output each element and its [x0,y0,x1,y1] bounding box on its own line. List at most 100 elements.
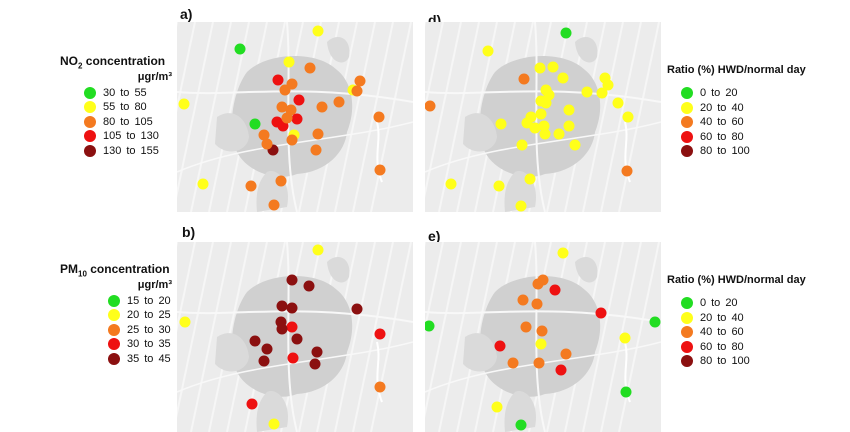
station-marker [622,111,634,123]
legend-swatch [681,355,693,368]
station-marker [495,118,507,130]
station-marker [602,79,614,91]
legend-from: 20 [700,311,713,324]
station-marker [354,75,366,87]
station-marker [293,94,305,106]
station-marker [258,129,270,141]
station-marker [524,173,536,185]
legend-swatch [108,323,120,336]
station-marker [275,175,287,187]
legend-swatch [108,338,120,351]
station-marker [547,61,559,73]
station-marker [620,386,632,398]
station-marker [351,85,363,97]
legend-swatch [84,115,96,128]
legend-swatch [84,86,96,99]
station-marker [538,120,550,132]
legend-from: 35 [127,352,140,365]
legend-item: 80 to 100 [681,144,806,159]
legend-ratio-d-title: Ratio (%) HWD/normal day [667,64,806,76]
legend-from: 80 [700,355,713,368]
station-marker [531,298,543,310]
station-marker [517,294,529,306]
station-marker [518,73,530,85]
station-marker [425,320,435,332]
urban-area [463,113,497,152]
urban-area [215,333,249,372]
legend-separator: to [717,101,727,114]
legend-to: 105 [134,115,153,128]
legend-to: 20 [725,87,738,100]
legend-from: 0 [700,297,707,310]
station-marker [507,357,519,369]
legend-ratio-e: Ratio (%) HWD/normal day 0 to 20 20 to 40 40 to… [667,274,806,369]
station-marker [569,139,581,151]
station-marker [261,138,273,150]
legend-swatch [681,297,693,310]
station-marker [245,180,257,192]
legend-item: 30 to 35 [108,337,172,352]
legend-to: 100 [731,145,750,158]
legend-swatch [681,340,693,353]
station-marker [521,117,533,129]
urban-area [215,113,249,152]
road [425,310,661,323]
legend-item: 80 to 100 [681,354,806,369]
legend-item: 40 to 60 [681,325,806,340]
legend-pm10: PM10 concentration μgr/m³ 15 to 20 20 to 25 25… [60,262,172,366]
station-marker [515,200,527,212]
legend-to: 55 [134,86,147,99]
station-marker [549,284,561,296]
legend-swatch [108,294,120,307]
station-marker [595,307,607,319]
road [177,310,413,323]
legend-no2-units: μgr/m³ [137,71,172,84]
legend-pm10-title: PM10 concentration [60,262,170,279]
legend-swatch [681,145,693,158]
legend-item: 20 to 40 [681,101,806,116]
legend-item: 105 to 130 [84,129,172,144]
station-marker [283,56,295,68]
station-marker [276,323,288,335]
station-marker [276,300,288,312]
urban-area [575,257,598,283]
road [286,242,298,432]
station-marker [291,113,303,125]
legend-ratio-e-title: Ratio (%) HWD/normal day [667,274,806,286]
station-marker [310,144,322,156]
station-marker [373,111,385,123]
legend-no2: NO2 concentration μgr/m³ 30 to 55 55 to 80 80 t… [60,54,172,158]
legend-item: 80 to 105 [84,114,172,129]
station-marker [268,199,280,211]
urban-area [504,391,536,432]
station-marker [557,247,569,259]
legend-from: 30 [127,338,140,351]
legend-separator: to [120,101,130,114]
urban-area [327,37,350,63]
legend-no2-title: NO2 concentration [60,54,166,71]
legend-separator: to [717,145,727,158]
legend-to: 60 [731,116,744,129]
station-marker [537,274,549,286]
station-marker [515,419,527,431]
legend-from: 20 [700,101,713,114]
legend-swatch [84,101,96,114]
station-marker [543,89,555,101]
station-marker [557,72,569,84]
urban-area [327,257,350,283]
station-marker [312,244,324,256]
station-marker [560,348,572,360]
legend-from: 25 [127,323,140,336]
legend-separator: to [717,355,727,368]
road [425,121,661,173]
legend-from: 105 [103,130,122,143]
station-marker [333,96,345,108]
station-marker [291,333,303,345]
station-marker [581,86,593,98]
station-marker [286,302,298,314]
map-panel-d [425,22,661,212]
legend-item: 60 to 80 [681,130,806,145]
station-marker [258,355,270,367]
legend-separator: to [144,352,154,365]
station-marker [529,122,541,134]
